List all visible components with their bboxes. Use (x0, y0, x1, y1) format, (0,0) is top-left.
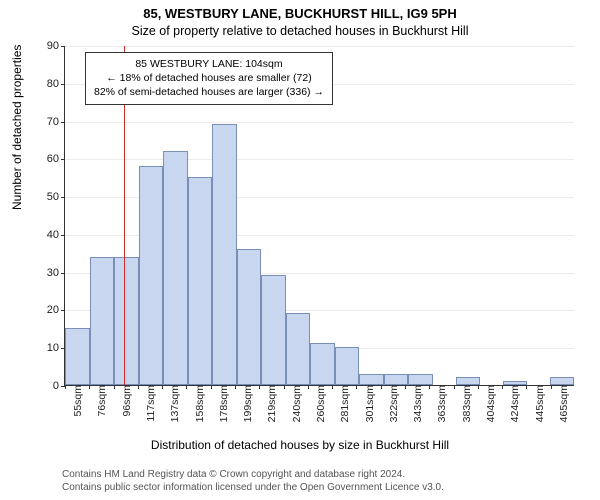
annotation-line2: ← 18% of detached houses are smaller (72… (94, 71, 324, 85)
histogram-bar (456, 377, 481, 385)
histogram-bar (335, 347, 360, 385)
ytick-label: 90 (47, 40, 65, 52)
xtick-mark (356, 385, 357, 389)
xtick-mark (502, 385, 503, 389)
ytick-label: 80 (47, 78, 65, 90)
xtick-mark (405, 385, 406, 389)
xtick-label: 55sqm (70, 385, 84, 417)
xtick-mark (211, 385, 212, 389)
histogram-bar (139, 166, 164, 385)
xtick-mark (162, 385, 163, 389)
xtick-mark (186, 385, 187, 389)
histogram-bar (90, 257, 115, 385)
histogram-bar (550, 377, 575, 385)
chart-title-sub: Size of property relative to detached ho… (0, 24, 600, 38)
xtick-label: 445sqm (532, 385, 546, 422)
xtick-label: 219sqm (264, 385, 278, 422)
ytick-label: 0 (53, 380, 65, 392)
xtick-mark (284, 385, 285, 389)
xtick-mark (381, 385, 382, 389)
xtick-mark (235, 385, 236, 389)
footer-attribution: Contains HM Land Registry data © Crown c… (62, 468, 444, 494)
xtick-mark (89, 385, 90, 389)
xtick-mark (526, 385, 527, 389)
xtick-label: 281sqm (337, 385, 351, 422)
histogram-bar (384, 374, 409, 385)
xtick-mark (478, 385, 479, 389)
histogram-bar (310, 343, 335, 385)
histogram-bar (286, 313, 311, 385)
xtick-label: 465sqm (556, 385, 570, 422)
histogram-bar (212, 124, 237, 385)
xtick-label: 343sqm (410, 385, 424, 422)
ytick-label: 70 (47, 116, 65, 128)
xtick-label: 301sqm (362, 385, 376, 422)
histogram-bar (359, 374, 384, 385)
xtick-label: 178sqm (216, 385, 230, 422)
xtick-mark (138, 385, 139, 389)
footer-line1: Contains HM Land Registry data © Crown c… (62, 468, 444, 481)
xtick-mark (65, 385, 66, 389)
xtick-label: 240sqm (289, 385, 303, 422)
xtick-mark (551, 385, 552, 389)
xtick-mark (429, 385, 430, 389)
histogram-bar (188, 177, 213, 385)
ytick-label: 60 (47, 153, 65, 165)
annotation-line1: 85 WESTBURY LANE: 104sqm (94, 57, 324, 71)
xtick-label: 96sqm (119, 385, 133, 417)
xtick-label: 76sqm (94, 385, 108, 417)
xtick-label: 404sqm (483, 385, 497, 422)
ytick-label: 40 (47, 229, 65, 241)
xtick-label: 117sqm (143, 385, 157, 422)
xtick-label: 363sqm (434, 385, 448, 422)
xtick-label: 199sqm (240, 385, 254, 422)
xtick-mark (454, 385, 455, 389)
histogram-bar (114, 257, 139, 385)
xtick-label: 158sqm (192, 385, 206, 422)
ytick-label: 10 (47, 342, 65, 354)
y-axis-label: Number of detached properties (10, 45, 24, 210)
histogram-bar (163, 151, 188, 385)
histogram-bar (408, 374, 433, 385)
histogram-bar (261, 275, 286, 385)
annotation-line3: 82% of semi-detached houses are larger (… (94, 85, 324, 99)
ytick-label: 50 (47, 191, 65, 203)
plot-area: 010203040506070809055sqm76sqm96sqm117sqm… (64, 46, 574, 386)
histogram-bar (237, 249, 262, 385)
ytick-label: 30 (47, 267, 65, 279)
xtick-label: 424sqm (507, 385, 521, 422)
xtick-mark (114, 385, 115, 389)
xtick-label: 383sqm (459, 385, 473, 422)
xtick-mark (259, 385, 260, 389)
ytick-label: 20 (47, 304, 65, 316)
xtick-label: 260sqm (313, 385, 327, 422)
footer-line2: Contains public sector information licen… (62, 481, 444, 494)
xtick-mark (308, 385, 309, 389)
x-axis-label: Distribution of detached houses by size … (0, 438, 600, 452)
xtick-label: 137sqm (167, 385, 181, 422)
xtick-label: 322sqm (386, 385, 400, 422)
xtick-mark (332, 385, 333, 389)
histogram-bar (65, 328, 90, 385)
annotation-box: 85 WESTBURY LANE: 104sqm← 18% of detache… (85, 52, 333, 105)
chart-title-main: 85, WESTBURY LANE, BUCKHURST HILL, IG9 5… (0, 6, 600, 21)
chart-container: 85, WESTBURY LANE, BUCKHURST HILL, IG9 5… (0, 0, 600, 500)
